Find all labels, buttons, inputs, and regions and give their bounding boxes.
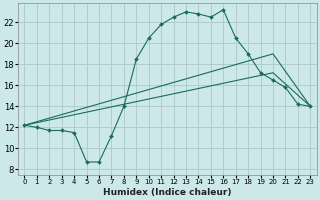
X-axis label: Humidex (Indice chaleur): Humidex (Indice chaleur)	[103, 188, 232, 197]
